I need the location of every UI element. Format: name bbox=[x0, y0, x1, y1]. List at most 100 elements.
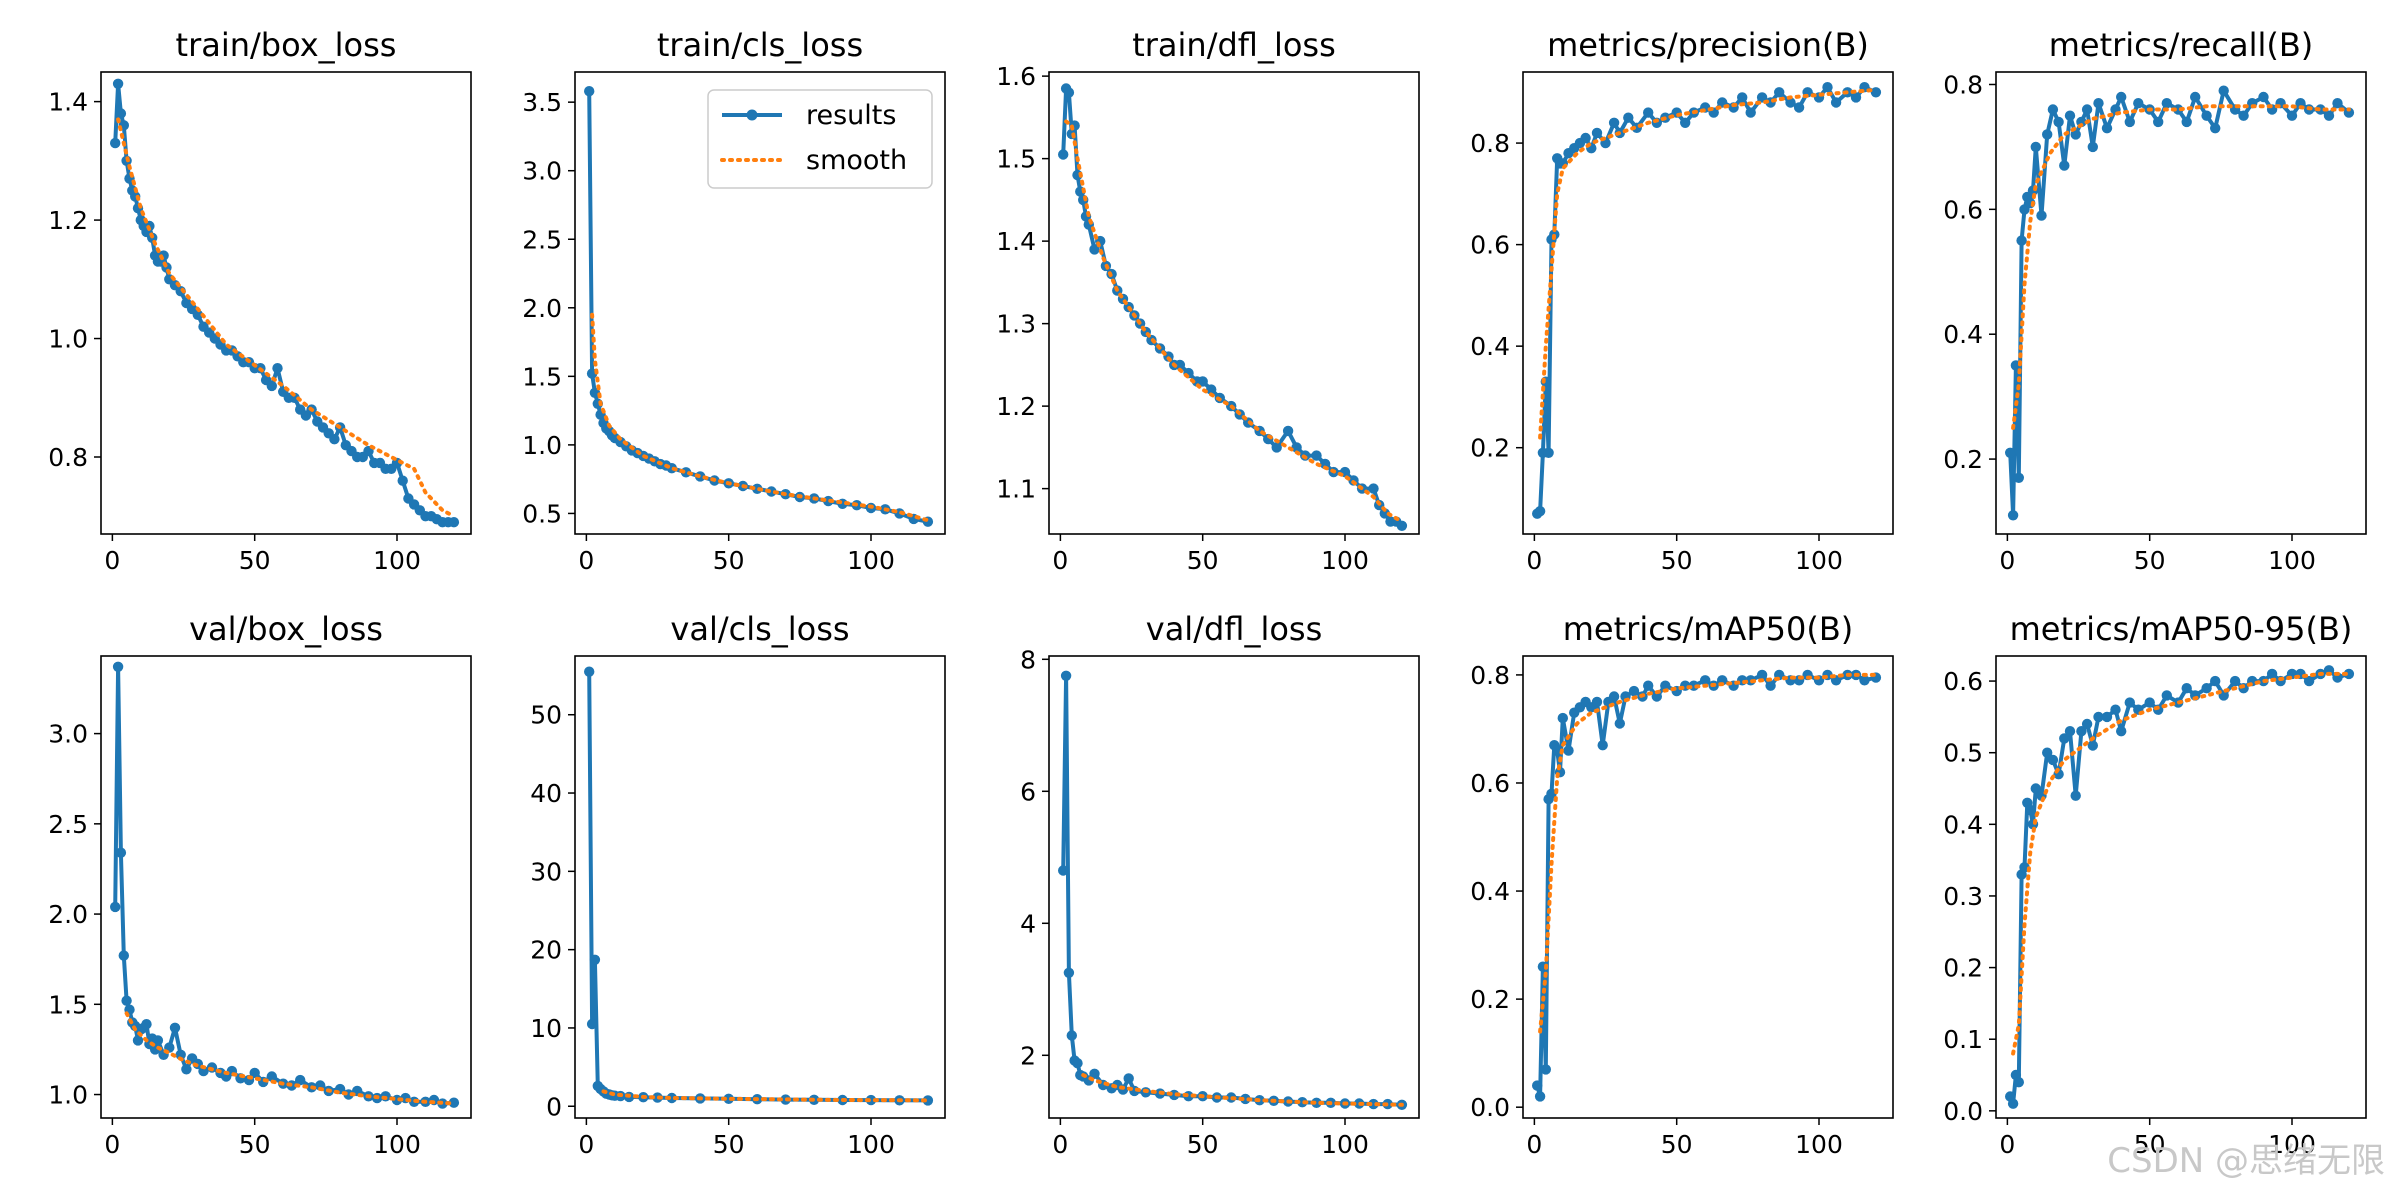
results-point bbox=[115, 108, 127, 119]
results-point bbox=[1311, 1097, 1322, 1109]
results-point bbox=[1066, 1030, 1078, 1041]
results-point bbox=[249, 1067, 260, 1079]
x-tick-label: 50 bbox=[1661, 1130, 1693, 1159]
results-point bbox=[2116, 726, 2127, 737]
results-point bbox=[112, 78, 124, 90]
x-tick-label: 50 bbox=[1661, 546, 1693, 575]
results-point bbox=[1756, 92, 1768, 103]
panel-title: metrics/mAP50(B) bbox=[1563, 610, 1854, 648]
results-point bbox=[2332, 98, 2343, 109]
results-point bbox=[1774, 87, 1785, 98]
plot-area bbox=[1058, 83, 1408, 531]
results-point bbox=[1534, 506, 1546, 517]
x-tick-label: 0 bbox=[1999, 1130, 2015, 1159]
results-point bbox=[1532, 1080, 1543, 1091]
results-point bbox=[1271, 442, 1282, 453]
results-point bbox=[1368, 483, 1379, 494]
panel-metrics-map50-95-b-: metrics/mAP50-95(B) 0 50 100 0.0 0.1 0.2 0.3 0.4… bbox=[1943, 610, 2367, 1159]
results-point bbox=[1591, 696, 1603, 708]
panel-metrics-precision-b-: metrics/precision(B) 0 50 100 0.2 0.4 0.6 0.8 bbox=[1470, 26, 1894, 575]
y-tick-label: 3.0 bbox=[522, 157, 562, 186]
results-point bbox=[2005, 447, 2016, 458]
results-point bbox=[922, 1095, 934, 1106]
y-tick-label: 0.8 bbox=[48, 443, 88, 472]
y-tick-label: 0.2 bbox=[1470, 985, 1510, 1014]
results-point bbox=[2218, 85, 2229, 96]
legend-smooth-label: smooth bbox=[806, 145, 907, 176]
smooth-line bbox=[2011, 671, 2351, 1056]
results-point bbox=[2133, 98, 2144, 109]
results-point bbox=[766, 486, 777, 497]
y-tick-label: 2.0 bbox=[48, 900, 88, 929]
y-tick-label: 2.5 bbox=[48, 810, 88, 839]
smooth-line bbox=[590, 312, 930, 523]
results-point bbox=[2059, 160, 2070, 171]
results-point bbox=[1608, 117, 1620, 128]
x-tick-label: 50 bbox=[2134, 1130, 2166, 1159]
x-tick-label: 100 bbox=[373, 1130, 421, 1159]
results-point bbox=[1291, 442, 1302, 453]
results-point bbox=[865, 1094, 877, 1106]
y-tick-label: 1.5 bbox=[48, 990, 88, 1019]
results-point bbox=[1206, 384, 1217, 395]
results-point bbox=[1623, 112, 1634, 123]
results-point bbox=[2266, 668, 2278, 680]
results-point bbox=[2076, 726, 2087, 737]
results-point bbox=[2161, 690, 2172, 701]
results-point bbox=[2190, 91, 2201, 103]
results-point bbox=[1785, 97, 1796, 108]
y-tick-label: 0.4 bbox=[1943, 320, 1983, 349]
y-tick-label: 0.8 bbox=[1470, 661, 1510, 690]
y-tick-label: 10 bbox=[530, 1014, 562, 1043]
x-tick-label: 0 bbox=[1526, 1130, 1542, 1159]
results-point bbox=[2030, 141, 2042, 153]
y-tick-label: 2 bbox=[1020, 1041, 1036, 1070]
results-point bbox=[1737, 92, 1748, 103]
results-point bbox=[1543, 447, 1554, 458]
results-point bbox=[1311, 450, 1322, 461]
results-point bbox=[2323, 110, 2335, 121]
axes-frame bbox=[1048, 655, 1420, 1119]
y-tick-label: 2.0 bbox=[522, 294, 562, 323]
results-point bbox=[295, 1074, 306, 1086]
results-point bbox=[2081, 104, 2093, 115]
y-tick-label: 0.8 bbox=[1943, 70, 1983, 99]
panel-title: train/cls_loss bbox=[657, 26, 863, 64]
results-point bbox=[1700, 675, 1711, 686]
results-point bbox=[2286, 110, 2298, 121]
results-point bbox=[118, 950, 129, 961]
results-point bbox=[2007, 510, 2019, 521]
panel-train-box-loss: train/box_loss 0 50 100 0.8 1.0 1.2 1.4 bbox=[48, 26, 472, 575]
results-point bbox=[2087, 740, 2098, 751]
plot-area bbox=[1058, 670, 1408, 1111]
x-tick-label: 0 bbox=[1526, 546, 1542, 575]
results-point bbox=[2181, 116, 2192, 128]
x-tick-label: 0 bbox=[104, 546, 120, 575]
smooth-line bbox=[1064, 119, 1404, 524]
y-tick-label: 0.5 bbox=[1943, 739, 1983, 768]
y-tick-label: 1.4 bbox=[996, 227, 1036, 256]
y-tick-label: 0.1 bbox=[1943, 1025, 1983, 1054]
results-point bbox=[141, 1018, 152, 1030]
results-point bbox=[2025, 804, 2036, 816]
results-point bbox=[1063, 87, 1075, 98]
axes-frame bbox=[574, 655, 946, 1119]
smooth-line bbox=[2011, 104, 2351, 430]
smooth-line bbox=[1538, 87, 1878, 440]
y-tick-label: 0 bbox=[546, 1092, 562, 1121]
results-point bbox=[152, 1035, 164, 1046]
results-point bbox=[2210, 123, 2221, 134]
results-point bbox=[2124, 116, 2135, 128]
y-tick-label: 1.6 bbox=[996, 62, 1036, 91]
x-tick-label: 50 bbox=[1187, 1130, 1219, 1159]
legend-results-label: results bbox=[806, 100, 896, 131]
results-point bbox=[2343, 107, 2355, 118]
smooth-line bbox=[116, 117, 456, 519]
x-tick-label: 50 bbox=[1187, 546, 1219, 575]
results-point bbox=[1123, 1073, 1134, 1084]
results-point bbox=[2064, 110, 2076, 121]
results-point bbox=[115, 847, 127, 858]
results-point bbox=[1282, 425, 1294, 437]
results-point bbox=[1614, 718, 1626, 729]
results-point bbox=[2201, 683, 2212, 694]
